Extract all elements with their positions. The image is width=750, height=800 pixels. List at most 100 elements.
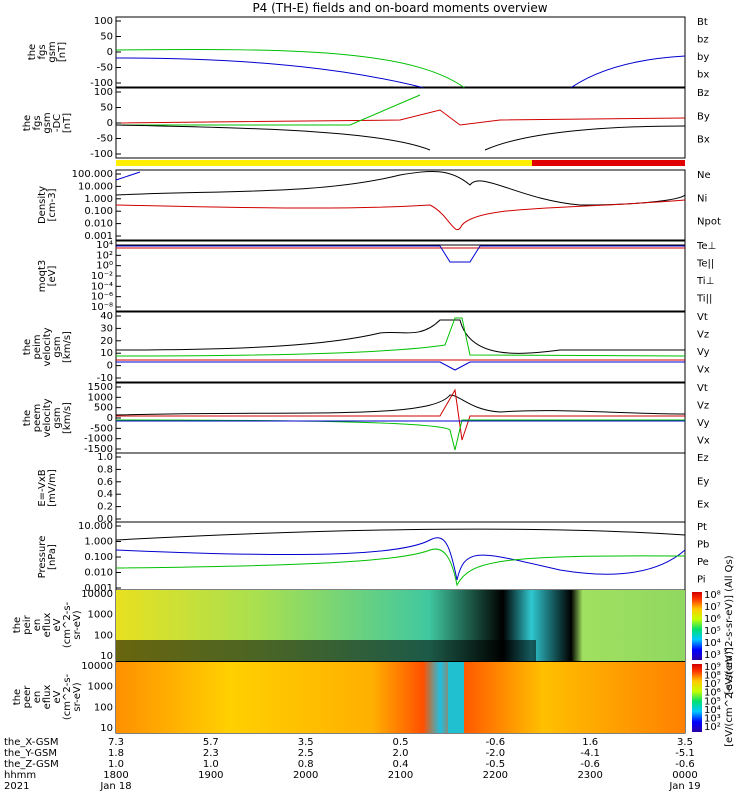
legend-entry: Vt [697,383,708,394]
axis-row-value: 1900 [198,770,223,781]
ylabel-line: gsm [52,336,63,357]
ylabel-line: en [32,619,43,632]
colorbar-tick: 10⁷ [704,602,721,613]
axis-row-label: the_Z-GSM [4,759,59,770]
ylabel-line: Density [37,186,48,224]
ytick-label: 1.000 [84,194,113,205]
ylabel-line: peir [22,614,33,634]
colorbar-tick: 10⁶ [704,614,721,625]
ylabel-line: [eV] [47,266,58,287]
axis-row-label: the_Y-GSM [4,748,57,759]
trace-1 [115,48,471,93]
axis-row-value: 1.0 [108,759,124,770]
ylabel-line: [nPa] [47,544,58,570]
ytick-label: -500 [90,423,113,434]
trace-1 [115,199,686,231]
legend-entry: Pt [697,522,707,533]
legend-entry: Pb [697,540,709,551]
axis-row-value: 3.5 [298,737,314,748]
trace-2 [564,55,686,93]
ytick-label: 0.100 [84,552,113,563]
legend-entry: Ez [697,453,709,464]
panel-frame [115,87,686,159]
ytick-label: 10² [96,250,113,261]
legend-entry: Vx [697,365,710,376]
legend-entry: Ni [697,193,707,204]
colorbar-tick: 10⁹ [704,662,721,673]
ylabel-line: gsm [47,41,58,62]
ytick-label: -50 [97,134,113,145]
peir-low-energy-band [116,640,536,661]
ylabel-line: the [27,44,38,60]
ytick-label: 0.010 [84,219,113,230]
trace-1 [116,94,421,126]
axis-row-value: 5.7 [203,737,219,748]
ytick-label: -50 [97,63,113,74]
ytick-label: 100 [94,702,113,713]
panel-frame [115,240,686,312]
axis-row-value: 2300 [577,770,602,781]
colorbar-label: [eV/(cm^2-s-sr-eV)] [724,647,735,747]
ylabel-line: velocity [42,327,53,366]
axis-row-label: hhmm [4,770,36,781]
ytick-label: 20 [100,336,113,347]
ytick-label: 0.8 [97,464,113,475]
colorbar-tick: 10⁶ [704,688,721,699]
colorbar-label: [eV/(cm^2-s-sr-eV)] (All Qs) [724,555,735,694]
peir-colorbar [692,592,702,660]
ytick-label: 10⁴ [96,240,113,251]
ylabel-line: eV [52,690,63,703]
trace-1 [115,537,686,581]
trace-0 [115,57,441,93]
axis-row-value: 0.8 [298,759,314,770]
ylabel-line: en [32,691,43,704]
ylabel-line: the [22,339,33,355]
legend-entry: Npot [697,217,721,228]
panel-efield: 1.00.8 0.60.4 0.20.0 E=-VxB [mV/m] Ez Ey Ex [37,452,709,525]
legend-entry: Pe [697,557,709,568]
axis-row-value: 3.5 [677,737,693,748]
ylabel-line: the [22,410,33,426]
ytick-label: 1000 [88,610,113,621]
trace-2 [115,124,686,151]
ylabel-line: peim [32,334,43,359]
ylabel-line: [cm-3] [47,188,58,221]
ytick-label: 0 [107,413,113,424]
ytick-label: 0.0 [97,514,113,525]
panel-fgs_gsm_dc: 100 50 0 -50 -100 the fgs gsm -DC [nT] Bz By Bx [22,87,710,160]
axis-row-value: -5.1 [675,748,695,759]
ylabel-line: (cm^2-s- [62,673,73,720]
ytick-label: -100 [90,78,113,89]
axis-row-value: 1.8 [108,748,124,759]
ylabel-line: velocity [42,398,53,437]
colorbar-tick: 10⁷ [704,679,721,690]
ylabel-line: sr-eV) [72,610,83,639]
ytick-label: -1000 [84,434,113,445]
ytick-label: 0.001 [84,583,113,594]
ytick-label: 0.2 [97,502,113,513]
ylabel-line: sr-eV) [72,682,83,711]
ytick-label: 100 [94,87,113,98]
axis-row-value: -0.6 [486,737,506,748]
legend-entry: Ey [697,476,709,487]
ytick-label: 10.000 [78,181,113,192]
ylabel-line: peem [32,404,43,432]
ytick-label: 0 [107,47,113,58]
ylabel-line: the [12,617,23,633]
ytick-label: 1500 [88,382,113,393]
ytick-label: 1000 [88,392,113,403]
ytick-label: 10 [100,348,113,359]
axis-row-value: 1.0 [203,759,219,770]
ylabel-line: [km/s] [62,402,73,434]
axis-row-value: 1.6 [582,737,598,748]
ytick-label: 10⁰ [96,261,113,272]
axis-row-value: 2000 [293,770,318,781]
ylabel-line: Pressure [37,536,48,579]
ytick-label: 10.000 [78,521,113,532]
axis-row-value: 2100 [388,770,413,781]
axis-row-label: 2021 [4,781,29,792]
